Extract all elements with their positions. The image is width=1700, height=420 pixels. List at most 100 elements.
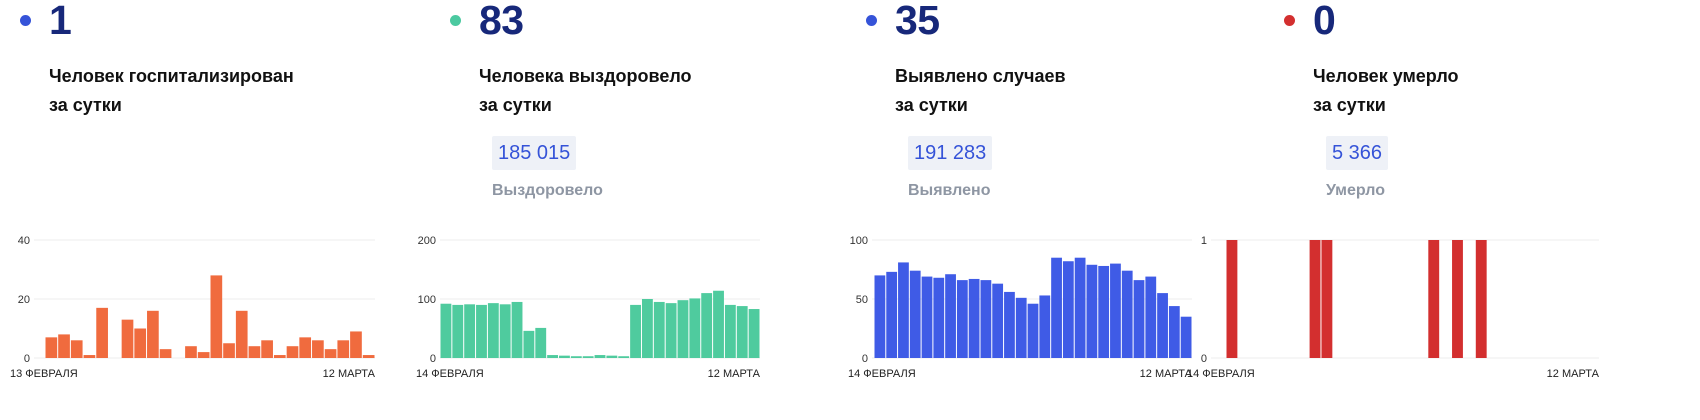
- chart-bar[interactable]: [1145, 276, 1157, 358]
- y-tick-label: 20: [18, 294, 30, 306]
- chart-bar[interactable]: [134, 328, 147, 359]
- chart-bar[interactable]: [1062, 261, 1074, 358]
- chart-bar[interactable]: [464, 304, 476, 358]
- legend-dot: [1284, 15, 1295, 26]
- chart-bar[interactable]: [594, 355, 606, 358]
- chart-bar[interactable]: [1086, 264, 1098, 358]
- chart-bar[interactable]: [874, 275, 886, 358]
- y-tick-label: 0: [24, 353, 30, 365]
- chart-bar[interactable]: [1004, 291, 1015, 358]
- chart-bar[interactable]: [452, 304, 464, 358]
- chart-bar[interactable]: [312, 340, 324, 358]
- daily-number: 83: [479, 0, 524, 43]
- chart-bar[interactable]: [261, 340, 273, 358]
- chart-bar[interactable]: [1180, 316, 1192, 358]
- chart-bar[interactable]: [665, 303, 677, 358]
- chart-bar[interactable]: [956, 280, 968, 358]
- chart-bar[interactable]: [1074, 257, 1086, 358]
- chart-bar[interactable]: [499, 304, 511, 358]
- chart-bar[interactable]: [58, 334, 70, 358]
- chart-bar[interactable]: [748, 309, 760, 358]
- chart-bar[interactable]: [618, 356, 630, 358]
- chart-bar[interactable]: [324, 349, 337, 358]
- chart-bar[interactable]: [945, 274, 956, 358]
- chart-bar[interactable]: [653, 301, 665, 358]
- chart-bar[interactable]: [724, 304, 736, 358]
- chart-bar[interactable]: [523, 330, 535, 358]
- x-end-label: 12 МАРТА: [323, 368, 376, 380]
- chart-bar[interactable]: [96, 307, 108, 358]
- chart-bar[interactable]: [570, 356, 582, 358]
- chart-bar[interactable]: [1121, 270, 1133, 358]
- chart-bar[interactable]: [273, 355, 286, 358]
- stat-description-line1: Человек госпитализирован: [49, 66, 294, 86]
- chart-bar[interactable]: [440, 303, 452, 358]
- chart-bar[interactable]: [1051, 257, 1062, 358]
- stat-panel-cases: 35 Выявлено случаев за сутки 191 283 Выя…: [846, 0, 1266, 420]
- stat-panel-hospitalized: 1 Человек госпитализирован за сутки 0 20 4…: [0, 0, 420, 420]
- chart-bar[interactable]: [476, 304, 487, 358]
- chart-bar[interactable]: [535, 327, 547, 358]
- chart-bar[interactable]: [299, 337, 312, 358]
- chart-bar[interactable]: [1133, 280, 1145, 358]
- y-tick-label: 0: [1201, 353, 1207, 365]
- chart-bar[interactable]: [606, 355, 618, 358]
- chart-bar[interactable]: [121, 319, 134, 358]
- chart-bar[interactable]: [362, 355, 375, 358]
- chart-bar[interactable]: [197, 352, 210, 358]
- chart-bar[interactable]: [147, 310, 159, 358]
- chart-bar[interactable]: [45, 337, 58, 358]
- chart-bar[interactable]: [248, 346, 261, 358]
- chart-bar[interactable]: [641, 299, 653, 358]
- total-badge: 5 366: [1326, 136, 1389, 170]
- chart-bar[interactable]: [337, 340, 350, 358]
- chart-bar[interactable]: [992, 283, 1004, 358]
- x-start-label: 13 ФЕВРАЛЯ: [10, 368, 78, 380]
- chart-bar[interactable]: [511, 301, 523, 358]
- x-end-label: 12 МАРТА: [1140, 368, 1193, 380]
- chart-hospitalized: 0 20 40 13 ФЕВРАЛЯ 12 МАРТА: [10, 235, 376, 380]
- chart-bar[interactable]: [1027, 303, 1039, 358]
- chart-bar[interactable]: [713, 290, 724, 358]
- chart-bar[interactable]: [1321, 240, 1333, 358]
- chart-bar[interactable]: [1157, 293, 1168, 358]
- chart-bar[interactable]: [689, 298, 701, 358]
- chart-bar[interactable]: [921, 276, 933, 358]
- chart-bar[interactable]: [1475, 240, 1487, 358]
- chart-bar[interactable]: [1098, 265, 1110, 358]
- chart-bar[interactable]: [1309, 240, 1321, 358]
- chart-bar[interactable]: [1226, 240, 1238, 358]
- stat-description: Выявлено случаев за сутки: [895, 62, 1066, 120]
- x-start-label: 14 ФЕВРАЛЯ: [416, 368, 484, 380]
- chart-bar[interactable]: [980, 280, 992, 358]
- chart-bar[interactable]: [630, 304, 641, 358]
- chart-bar[interactable]: [487, 303, 499, 358]
- chart-bar[interactable]: [1168, 306, 1180, 358]
- chart-bar[interactable]: [159, 349, 172, 358]
- chart-bar[interactable]: [909, 270, 921, 358]
- chart-bar[interactable]: [350, 331, 362, 358]
- chart-bar[interactable]: [968, 278, 980, 358]
- chart-bar[interactable]: [559, 355, 570, 358]
- chart-bar[interactable]: [736, 306, 748, 358]
- chart-bar[interactable]: [677, 300, 689, 358]
- chart-bar[interactable]: [1452, 240, 1463, 358]
- chart-bar[interactable]: [933, 277, 945, 358]
- chart-bar[interactable]: [1015, 297, 1027, 358]
- chart-bar[interactable]: [210, 275, 223, 358]
- chart-bar[interactable]: [185, 346, 197, 358]
- chart-bar[interactable]: [235, 310, 248, 358]
- chart-bar[interactable]: [1110, 263, 1121, 358]
- x-start-label: 14 ФЕВРАЛЯ: [1187, 368, 1255, 380]
- chart-bar[interactable]: [1039, 295, 1051, 358]
- chart-bar[interactable]: [886, 271, 898, 358]
- chart-bar[interactable]: [83, 355, 96, 358]
- chart-bar[interactable]: [898, 262, 909, 358]
- chart-bar[interactable]: [1428, 240, 1440, 358]
- chart-bar[interactable]: [223, 343, 235, 358]
- chart-bar[interactable]: [701, 293, 713, 358]
- chart-bar[interactable]: [286, 346, 299, 358]
- chart-bar[interactable]: [582, 356, 594, 358]
- chart-bar[interactable]: [70, 340, 83, 358]
- chart-bar[interactable]: [547, 355, 559, 358]
